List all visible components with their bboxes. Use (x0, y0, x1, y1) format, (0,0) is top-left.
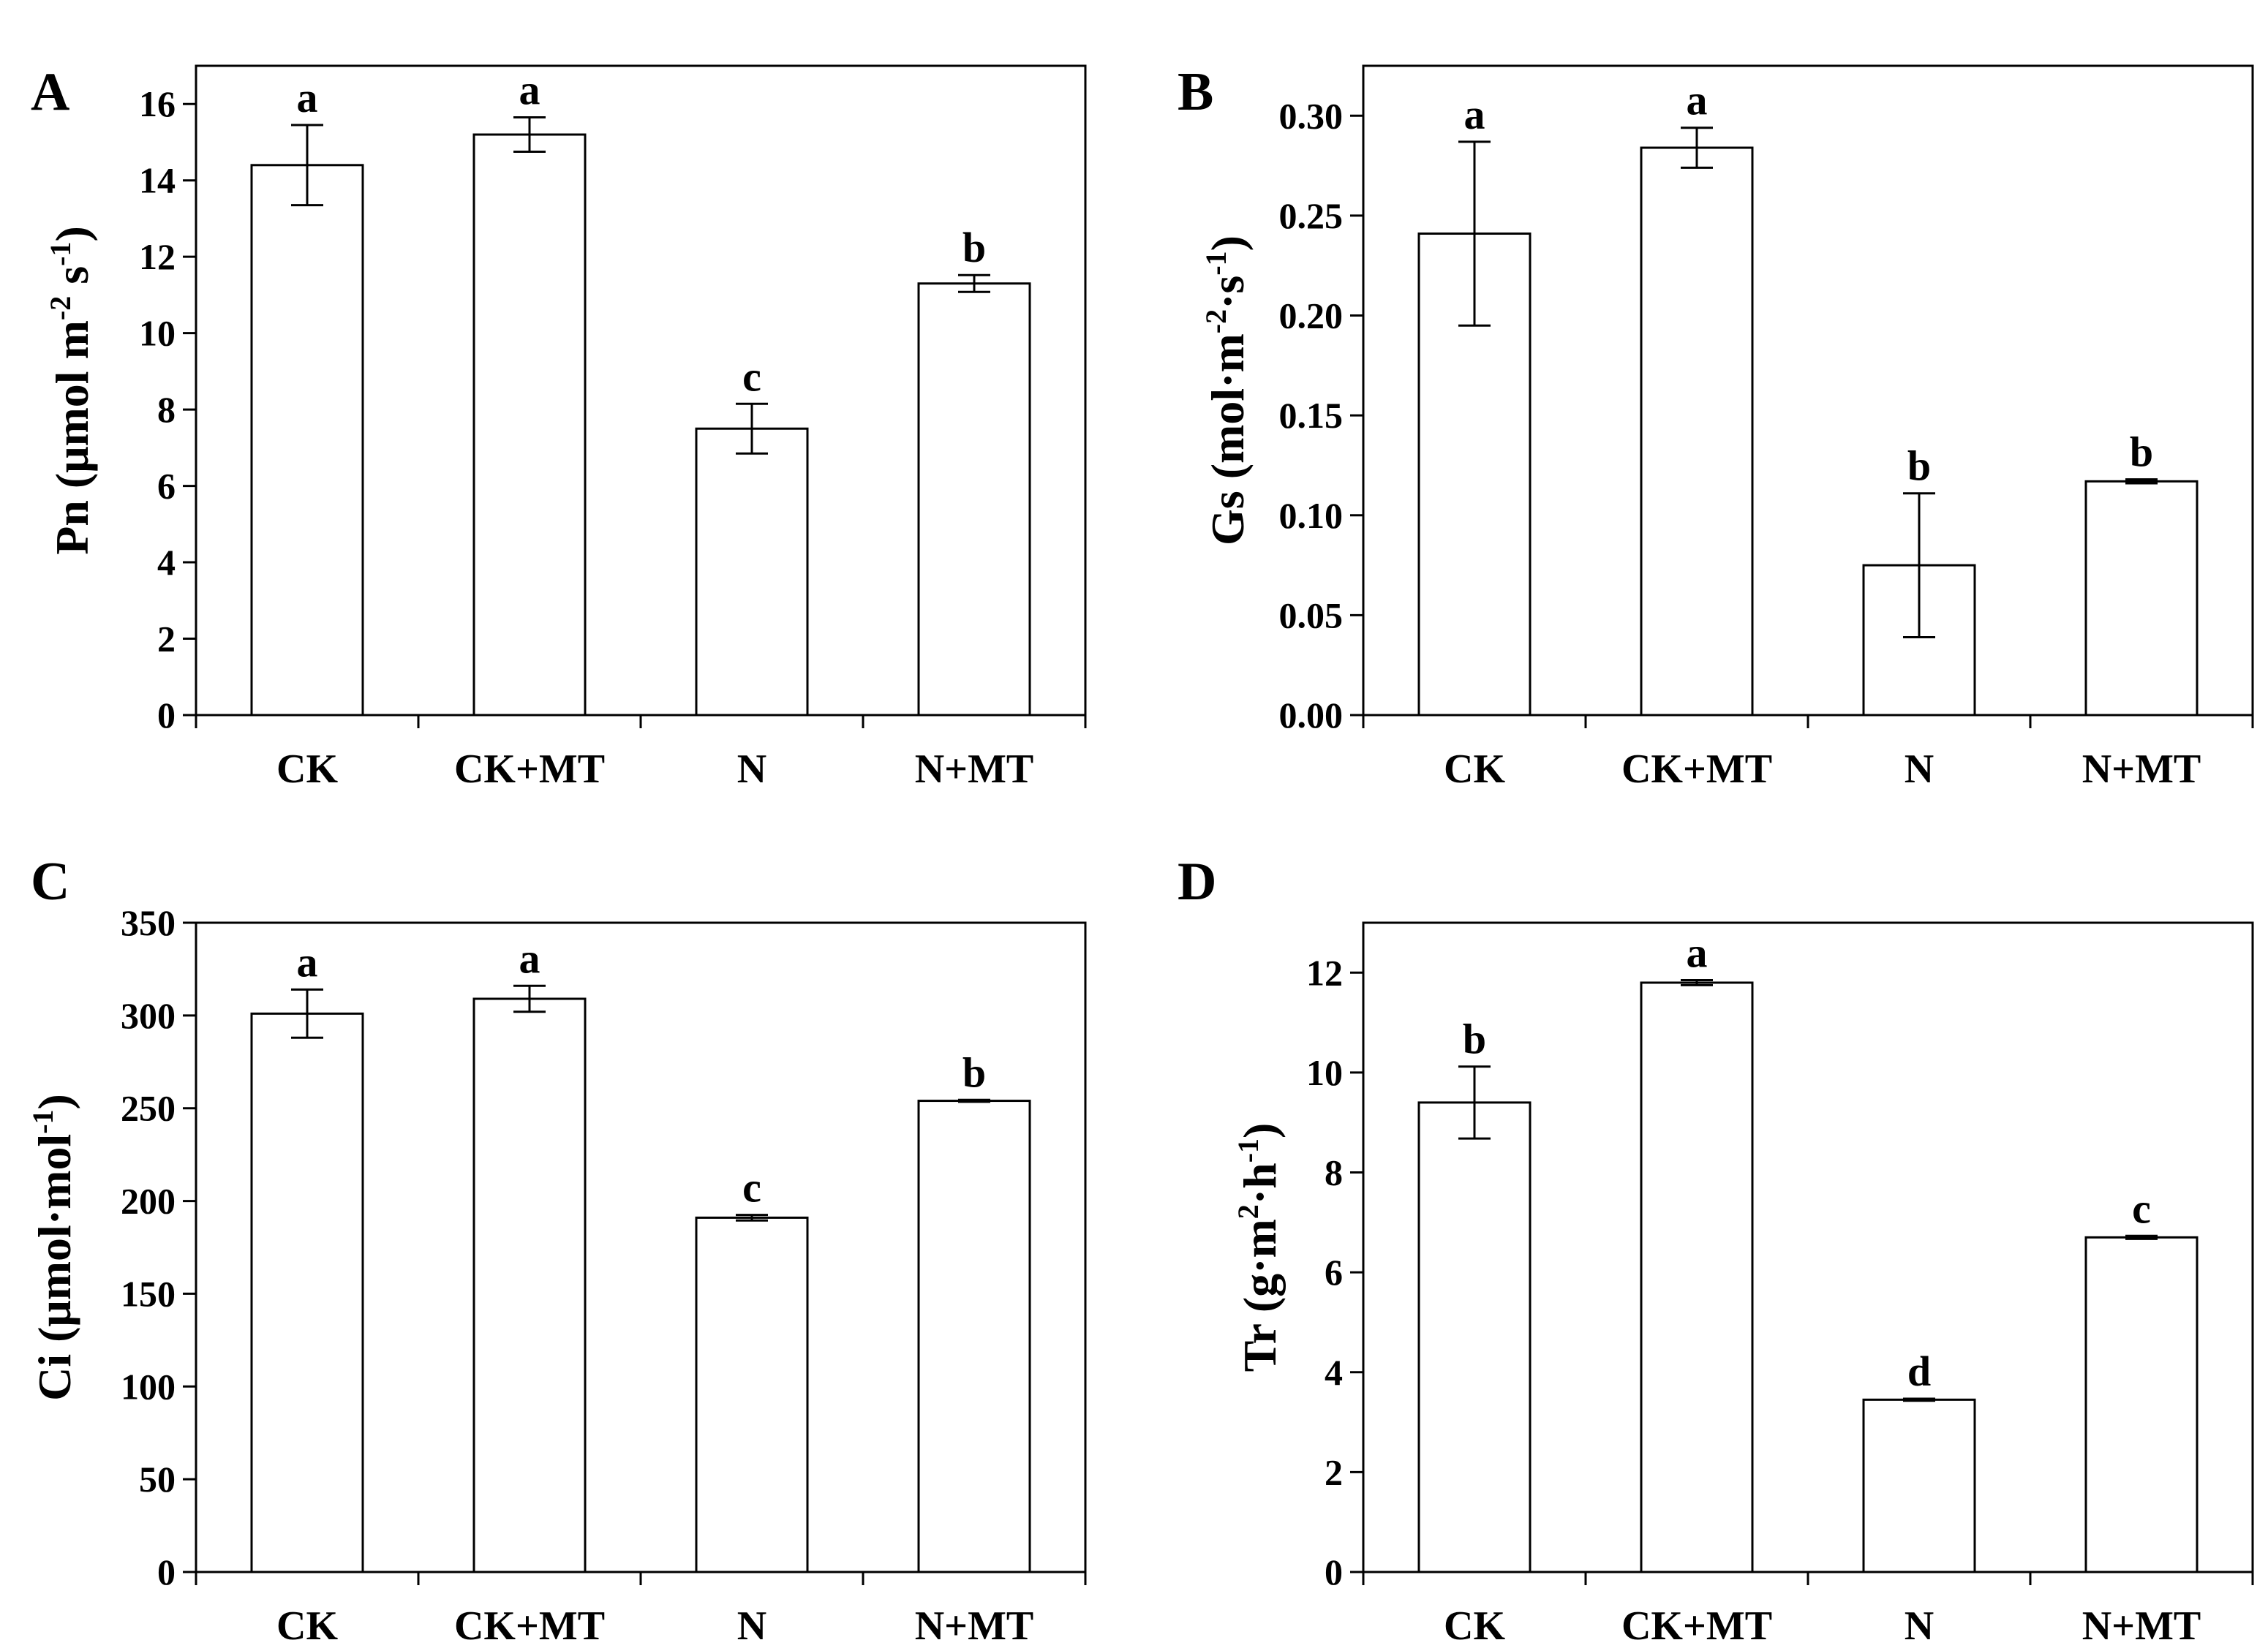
x-category-label: N (1905, 1603, 1934, 1640)
significance-letter: a (519, 934, 540, 982)
significance-letter: c (742, 1164, 761, 1212)
bar-n-plus-mt (2084, 1236, 2199, 1573)
panel-B: B 0.00 0.05 0.10 0.15 0.20 0.25 0.30 a CK a CK+MT b N… (1178, 62, 2254, 792)
significance-letter: d (1907, 1348, 1931, 1395)
significance-letter: b (1463, 1016, 1486, 1063)
bar-n (1862, 1398, 1976, 1573)
panel-A: A 0 2 4 6 8 10 12 14 16 a CK a CK+MT c Nb N+MT Pn (μmol m… (31, 62, 1087, 792)
bar-n-plus-mt (2084, 480, 2199, 717)
y-tick-label: 0.20 (1279, 295, 1344, 336)
x-category-label: N (737, 747, 766, 792)
y-axis-title: Ci (μmol·mol-1​) (26, 1094, 80, 1401)
bar-n (695, 427, 809, 717)
significance-letter: b (962, 224, 986, 271)
y-axis-title: Tr (g·m2​·h-1​) (1232, 1123, 1286, 1372)
y-tick-label: 350 (121, 902, 176, 943)
y-tick-label: 2 (157, 619, 176, 660)
x-category-label: CK+MT (454, 1603, 605, 1640)
y-tick-label: 0 (1325, 1552, 1343, 1592)
y-axis-title: Pn (μmol m-2​ s-1​) (44, 226, 98, 555)
y-tick-label: 0.15 (1279, 395, 1344, 436)
panel-label: B (1178, 62, 1213, 122)
y-tick-label: 16 (139, 83, 176, 124)
y-tick-label: 300 (121, 995, 176, 1036)
bar-ck (250, 164, 364, 717)
panel-label: A (31, 62, 69, 122)
y-tick-label: 50 (139, 1459, 176, 1500)
significance-letter: b (1907, 442, 1931, 490)
significance-letter: b (962, 1048, 986, 1096)
y-tick-label: 12 (1306, 952, 1343, 993)
y-tick-label: 100 (121, 1366, 176, 1407)
y-tick-label: 0.10 (1279, 495, 1344, 536)
significance-letter: b (2130, 428, 2153, 476)
y-tick-label: 0 (157, 695, 176, 736)
y-tick-label: 200 (121, 1181, 176, 1222)
bar-ck (1417, 1101, 1532, 1573)
y-tick-label: 4 (157, 542, 176, 583)
x-category-label: N+MT (2082, 1603, 2201, 1640)
bar-n-plus-mt (917, 282, 1031, 717)
y-tick-label: 0.30 (1279, 95, 1344, 136)
y-tick-label: 6 (157, 466, 176, 507)
significance-letter: a (1464, 91, 1485, 138)
significance-letter: a (297, 74, 318, 121)
y-tick-label: 0.00 (1279, 695, 1344, 736)
x-category-label: N+MT (915, 747, 1034, 792)
significance-letter: a (1687, 77, 1708, 124)
x-category-label: CK (276, 1603, 338, 1640)
x-category-label: N+MT (2082, 747, 2201, 792)
y-tick-label: 10 (1306, 1052, 1343, 1093)
panel-C: C 0 50 100 150 200 250 300 350 a CK a CK+MT c Nb N+MT Ci… (26, 852, 1087, 1640)
y-tick-label: 0.25 (1279, 195, 1344, 236)
y-tick-label: 10 (139, 313, 176, 354)
x-category-label: CK (276, 747, 338, 792)
y-tick-label: 0 (157, 1552, 176, 1592)
y-tick-label: 8 (157, 389, 176, 430)
significance-letter: a (1687, 929, 1708, 977)
bar-ck-plus-mt (472, 997, 587, 1573)
x-category-label: N+MT (915, 1603, 1034, 1640)
bar-n-plus-mt (917, 1100, 1031, 1573)
y-tick-label: 8 (1325, 1152, 1343, 1193)
significance-letter: a (297, 938, 318, 986)
y-tick-label: 14 (139, 160, 176, 201)
y-tick-label: 0.05 (1279, 594, 1344, 635)
panel-label: C (31, 852, 69, 912)
x-category-label: CK+MT (454, 747, 605, 792)
x-category-label: CK (1444, 747, 1505, 792)
y-tick-label: 6 (1325, 1252, 1343, 1293)
bar-n (695, 1216, 809, 1573)
bar-ck (250, 1012, 364, 1573)
x-category-label: N (737, 1603, 766, 1640)
x-category-label: CK+MT (1621, 1603, 1772, 1640)
x-category-label: CK+MT (1621, 747, 1772, 792)
significance-letter: c (2132, 1184, 2151, 1232)
y-tick-label: 2 (1325, 1451, 1343, 1492)
bar-ck-plus-mt (472, 133, 587, 717)
y-tick-label: 12 (139, 236, 176, 277)
x-category-label: CK (1444, 1603, 1505, 1640)
significance-letter: c (742, 352, 761, 400)
bar-ck-plus-mt (1640, 146, 1754, 717)
x-category-label: N (1905, 747, 1934, 792)
bar-ck-plus-mt (1640, 981, 1754, 1573)
y-tick-label: 150 (121, 1273, 176, 1314)
significance-letter: a (519, 67, 540, 114)
y-axis-title: Gs (mol·m-2​·s-1​) (1199, 235, 1254, 545)
panel-D: D 0 2 4 6 8 10 12 b CK a CK+MT d Nc N+MT Tr (g·m2​·h-1​… (1178, 852, 2254, 1640)
y-tick-label: 4 (1325, 1352, 1343, 1393)
panel-label: D (1178, 852, 1216, 912)
y-tick-label: 250 (121, 1088, 176, 1129)
